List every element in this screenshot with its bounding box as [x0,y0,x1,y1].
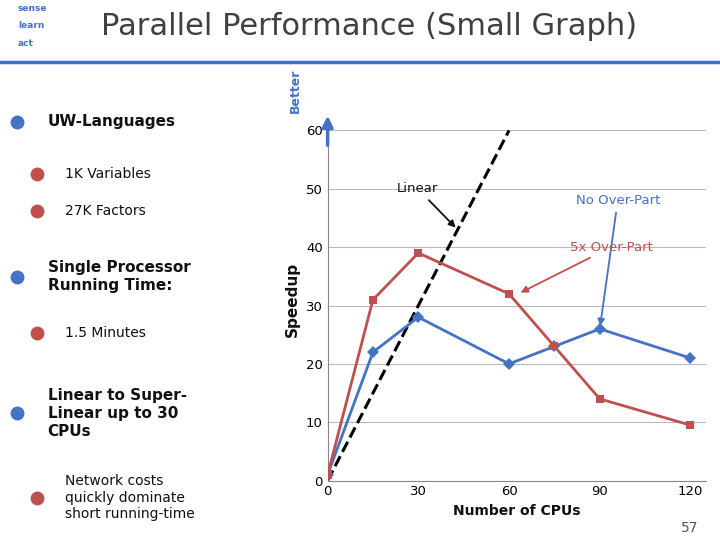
Text: Better: Better [289,69,302,113]
X-axis label: Number of CPUs: Number of CPUs [453,504,580,518]
Text: Parallel Performance (Small Graph): Parallel Performance (Small Graph) [101,12,637,41]
Text: UW-Languages: UW-Languages [48,114,176,130]
Text: learn: learn [18,21,45,30]
Text: No Over-Part: No Over-Part [575,194,660,324]
Text: 27K Factors: 27K Factors [65,204,145,218]
Text: Linear: Linear [397,183,454,226]
Text: Network costs
quickly dominate
short running-time: Network costs quickly dominate short run… [65,474,194,522]
Text: Single Processor
Running Time:: Single Processor Running Time: [48,260,191,293]
Text: 5x Over-Part: 5x Over-Part [523,241,652,292]
Text: 1K Variables: 1K Variables [65,166,150,180]
Text: 1.5 Minutes: 1.5 Minutes [65,326,145,340]
Text: 57: 57 [681,521,698,535]
Text: act: act [18,39,34,48]
Text: Linear to Super-
Linear up to 30
CPUs: Linear to Super- Linear up to 30 CPUs [48,388,187,438]
Y-axis label: Speedup: Speedup [285,262,300,338]
Text: sense: sense [18,3,48,12]
